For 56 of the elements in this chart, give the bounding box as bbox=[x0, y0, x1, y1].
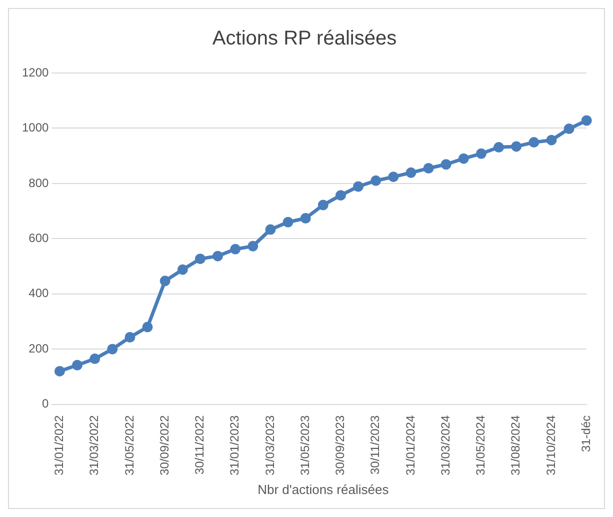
point bbox=[160, 276, 170, 286]
y-tick-label: 600 bbox=[28, 230, 50, 245]
x-tick-label: 31/08/2024 bbox=[508, 415, 523, 476]
x-tick-label: 30/09/2023 bbox=[333, 415, 348, 476]
x-axis-title: Nbr d'actions réalisées bbox=[258, 482, 390, 497]
x-tick-label: 31/03/2023 bbox=[262, 415, 277, 476]
point bbox=[54, 366, 65, 376]
point bbox=[440, 159, 452, 170]
y-tick-label: 1200 bbox=[22, 65, 50, 80]
point bbox=[300, 212, 311, 224]
y-tick-label: 400 bbox=[28, 286, 50, 300]
point bbox=[388, 172, 399, 182]
point bbox=[142, 322, 153, 332]
point bbox=[528, 137, 540, 148]
x-tick-label: 31-déc bbox=[578, 415, 593, 452]
point bbox=[282, 216, 294, 228]
x-tick-label: 30/09/2022 bbox=[157, 415, 172, 476]
point bbox=[230, 244, 241, 254]
x-tick-label: 31/10/2024 bbox=[544, 415, 558, 476]
point bbox=[194, 254, 206, 264]
x-tick-label: 31/03/2022 bbox=[87, 415, 102, 476]
point bbox=[318, 200, 328, 210]
x-tick-label: 31/01/2024 bbox=[403, 415, 418, 476]
y-tick-label: 0 bbox=[42, 396, 50, 411]
point bbox=[353, 181, 364, 192]
point bbox=[107, 344, 118, 354]
point bbox=[494, 142, 504, 153]
x-tick-label: 30/11/2023 bbox=[368, 415, 382, 475]
point bbox=[458, 153, 469, 164]
point bbox=[90, 354, 100, 364]
x-tick-label: 30/11/2022 bbox=[192, 415, 207, 475]
y-tick-label: 800 bbox=[28, 176, 50, 190]
point bbox=[248, 240, 258, 252]
x-tick-label: 31/01/2023 bbox=[228, 415, 242, 476]
point bbox=[177, 264, 188, 275]
chart-title: Actions RP réalisées bbox=[212, 28, 397, 50]
y-tick-label: 200 bbox=[28, 341, 50, 356]
x-tick-label: 31/05/2022 bbox=[122, 415, 136, 476]
x-tick-label: 31/01/2022 bbox=[52, 415, 66, 476]
point bbox=[370, 175, 382, 186]
y-tick-label: 1000 bbox=[22, 120, 50, 135]
x-tick-label: 31/05/2024 bbox=[474, 415, 488, 476]
point bbox=[335, 190, 346, 201]
point bbox=[72, 360, 83, 370]
point bbox=[124, 332, 136, 342]
point bbox=[581, 115, 592, 126]
x-tick-label: 31/05/2023 bbox=[298, 415, 312, 476]
point bbox=[546, 134, 557, 146]
point bbox=[476, 148, 486, 159]
point bbox=[423, 163, 434, 174]
x-tick-label: 31/03/2024 bbox=[438, 415, 452, 476]
point bbox=[564, 124, 574, 134]
point bbox=[212, 250, 224, 262]
point bbox=[406, 167, 416, 178]
point bbox=[265, 224, 276, 235]
point bbox=[511, 141, 522, 152]
